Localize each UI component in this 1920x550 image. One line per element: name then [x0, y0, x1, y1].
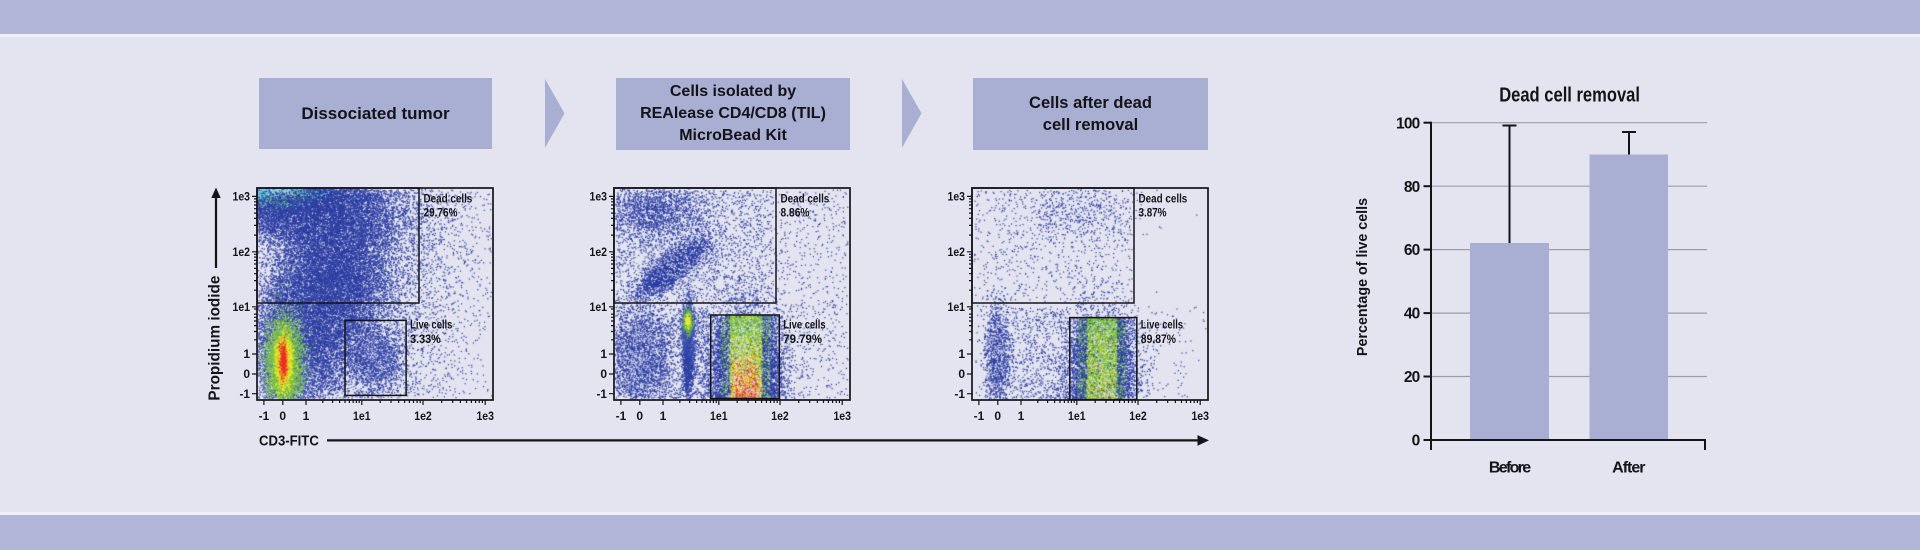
- svg-text:80: 80: [1404, 179, 1420, 196]
- svg-text:1e3: 1e3: [476, 409, 494, 423]
- svg-text:1: 1: [958, 347, 965, 361]
- svg-text:-1: -1: [597, 387, 608, 401]
- svg-text:0: 0: [243, 367, 250, 381]
- svg-text:1e1: 1e1: [1068, 409, 1086, 423]
- svg-text:Dead cell removal: Dead cell removal: [1499, 84, 1640, 107]
- svg-text:1e1: 1e1: [233, 300, 251, 314]
- svg-text:1e2: 1e2: [590, 245, 608, 259]
- svg-text:3.33%: 3.33%: [410, 332, 441, 346]
- svg-text:Dead cells: Dead cells: [781, 192, 830, 206]
- svg-text:29.76%: 29.76%: [424, 206, 458, 220]
- svg-text:40: 40: [1404, 306, 1420, 323]
- svg-text:1: 1: [660, 409, 667, 423]
- svg-text:1: 1: [1018, 409, 1025, 423]
- svg-text:1e1: 1e1: [353, 409, 371, 423]
- svg-text:89.87%: 89.87%: [1141, 332, 1176, 346]
- svg-text:0: 0: [1412, 433, 1420, 450]
- svg-text:1e2: 1e2: [233, 245, 251, 259]
- svg-text:0: 0: [994, 409, 1001, 423]
- svg-text:79.79%: 79.79%: [783, 332, 822, 346]
- svg-text:Propidium iodide: Propidium iodide: [207, 276, 224, 401]
- svg-text:0: 0: [600, 367, 607, 381]
- svg-text:-1: -1: [974, 409, 985, 423]
- svg-text:1: 1: [243, 347, 250, 361]
- svg-text:1e1: 1e1: [948, 300, 966, 314]
- svg-text:1e1: 1e1: [710, 409, 728, 423]
- svg-text:1e1: 1e1: [590, 300, 608, 314]
- svg-text:1e3: 1e3: [1191, 409, 1209, 423]
- svg-text:Live cells: Live cells: [1141, 318, 1183, 332]
- svg-text:3.87%: 3.87%: [1139, 206, 1167, 220]
- svg-text:60: 60: [1404, 242, 1420, 259]
- svg-text:1e3: 1e3: [948, 190, 966, 204]
- svg-text:Dead cells: Dead cells: [424, 192, 473, 206]
- svg-text:1e2: 1e2: [1129, 409, 1147, 423]
- svg-text:100: 100: [1396, 115, 1420, 132]
- svg-text:Live cells: Live cells: [410, 318, 452, 332]
- svg-text:Percentage of live cells: Percentage of live cells: [1355, 198, 1371, 356]
- svg-text:8.86%: 8.86%: [781, 206, 810, 220]
- svg-text:-1: -1: [240, 387, 251, 401]
- svg-text:1e2: 1e2: [948, 245, 966, 259]
- svg-text:20: 20: [1404, 369, 1420, 386]
- svg-text:1e3: 1e3: [590, 190, 608, 204]
- svg-text:1e3: 1e3: [833, 409, 851, 423]
- svg-text:Live cells: Live cells: [783, 318, 825, 332]
- svg-text:-1: -1: [259, 409, 270, 423]
- svg-text:-1: -1: [955, 387, 966, 401]
- svg-text:1: 1: [600, 347, 607, 361]
- svg-text:0: 0: [279, 409, 286, 423]
- svg-text:1e2: 1e2: [771, 409, 789, 423]
- svg-text:0: 0: [636, 409, 643, 423]
- svg-text:After: After: [1612, 459, 1645, 476]
- svg-text:CD3-FITC: CD3-FITC: [259, 433, 319, 450]
- svg-text:Before: Before: [1489, 459, 1531, 476]
- svg-text:1e3: 1e3: [233, 190, 251, 204]
- svg-text:1: 1: [303, 409, 310, 423]
- svg-text:1e2: 1e2: [414, 409, 432, 423]
- svg-text:Dead cells: Dead cells: [1139, 192, 1188, 206]
- svg-text:-1: -1: [616, 409, 627, 423]
- svg-text:0: 0: [958, 367, 965, 381]
